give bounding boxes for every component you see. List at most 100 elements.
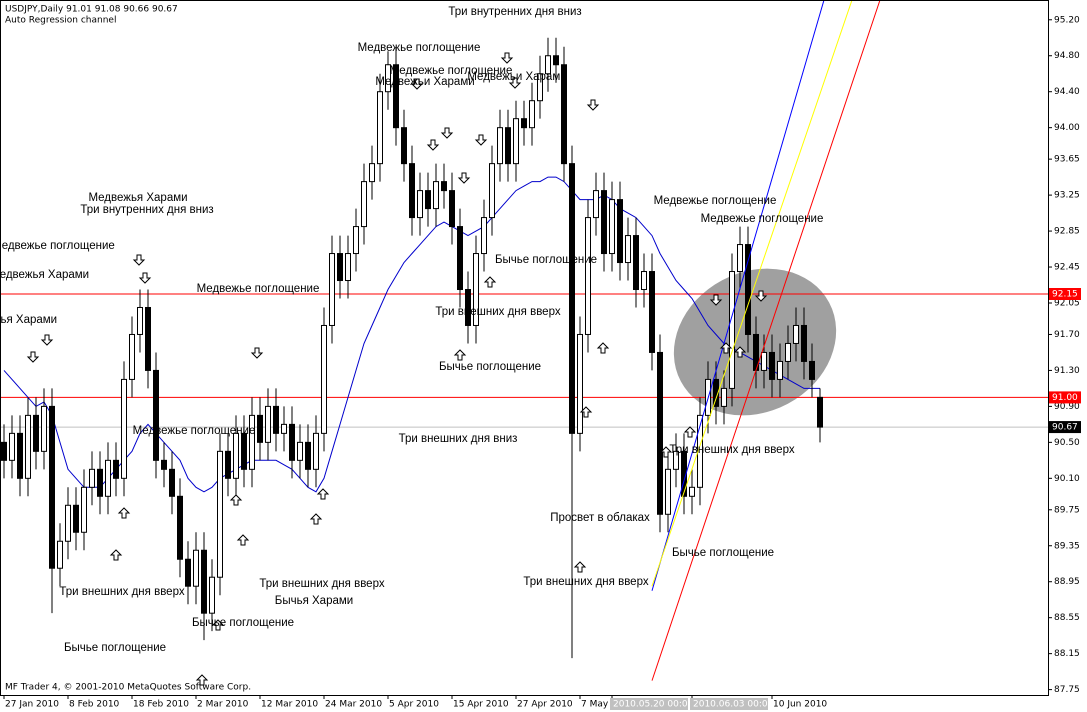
footer: MF Trader 4, © 2001-2010 MetaQuotes Soft… — [5, 683, 251, 693]
pattern-label: Три внутренних дня вниз — [448, 6, 581, 18]
arrow-up — [229, 494, 243, 506]
pattern-label: Бычья Харами — [275, 595, 353, 607]
candle-body — [289, 423, 295, 461]
cursor-label: 2010.05.20 00:00 — [613, 700, 694, 710]
candle-body — [393, 64, 399, 129]
pattern-label: Медвежье поглощение — [133, 425, 256, 437]
x-tick-label: 27 Apr 2010 — [517, 700, 573, 710]
candle-body — [33, 414, 39, 452]
candle-body — [737, 244, 743, 273]
x-tick-label: 12 Mar 2010 — [261, 700, 318, 710]
candle-body — [225, 450, 231, 479]
candle-body — [145, 306, 151, 371]
candle-body — [193, 549, 199, 587]
candle-body — [665, 468, 671, 515]
candle-body — [641, 271, 647, 291]
candle-body — [793, 324, 799, 344]
candle-body — [673, 450, 679, 470]
plot-frame — [0, 0, 1049, 696]
candle-body — [729, 271, 735, 389]
y-tick-label: 94.00 — [1054, 123, 1080, 133]
candle-body — [113, 459, 119, 479]
candle-body — [649, 271, 655, 353]
price-tag — [1049, 391, 1081, 404]
candle-body — [209, 576, 215, 614]
candle-body — [409, 163, 415, 219]
x-tick-label: 18 Feb 2010 — [133, 700, 189, 710]
candle-body — [169, 468, 175, 497]
candle-body — [521, 118, 527, 129]
candle-body — [449, 190, 455, 228]
y-tick-label: 88.95 — [1054, 577, 1080, 587]
candle-body — [177, 495, 183, 560]
candle-body — [41, 405, 47, 452]
arrow-up — [195, 674, 209, 686]
candle-body — [593, 190, 599, 219]
candle-body — [233, 432, 239, 479]
y-tick-label: 92.05 — [1054, 298, 1080, 308]
y-tick-label: 93.65 — [1054, 155, 1080, 165]
x-tick-label: 5 Apr 2010 — [389, 700, 439, 710]
y-tick-label: 89.75 — [1054, 505, 1080, 515]
pattern-label: Бычье поглощение — [64, 642, 166, 654]
arrow-down — [132, 254, 146, 266]
last-price-label: 90.67 — [1052, 423, 1078, 433]
pattern-label: Медвежья Харами — [88, 192, 187, 204]
x-tick-label: 7 May 2 — [581, 700, 617, 710]
pattern-label: Медвежье поглощение — [654, 195, 777, 207]
pattern-label: Просвет в облаках — [550, 512, 650, 524]
arrow-down — [26, 351, 40, 363]
y-tick-label: 88.55 — [1054, 613, 1080, 623]
pattern-label: Бычье поглощение — [495, 254, 597, 266]
candle-body — [489, 163, 495, 219]
y-tick-label: 91.70 — [1054, 330, 1080, 340]
chart-title: USDJPY,Daily 91.01 91.08 90.66 90.67 — [5, 5, 178, 15]
arrow-up — [483, 276, 497, 288]
candle-body — [441, 181, 447, 192]
candle-body — [305, 441, 311, 470]
channel-line — [651, 0, 881, 681]
candle-body — [417, 190, 423, 219]
arrow-up — [733, 346, 747, 358]
arrow-up — [683, 426, 697, 438]
price-tag — [1049, 288, 1081, 301]
y-tick-label: 88.15 — [1054, 649, 1080, 659]
candle-body — [553, 55, 559, 66]
plot-area: Три внутренних дня вниз Медвежье поглощен… — [0, 0, 1048, 686]
y-tick-label: 93.25 — [1054, 191, 1080, 201]
cursor-label-bg — [610, 698, 688, 710]
arrow-up — [719, 342, 733, 354]
candle-body — [513, 118, 519, 165]
candle-body — [17, 432, 23, 479]
arrow-up — [109, 549, 123, 561]
candle-body — [537, 73, 543, 102]
candle-body — [129, 333, 135, 380]
arrow-up — [573, 561, 587, 573]
y-tick-label: 95.20 — [1054, 15, 1080, 25]
y-tick-label: 94.80 — [1054, 51, 1080, 61]
y-tick-label: 90.50 — [1054, 438, 1080, 448]
candle-body — [89, 468, 95, 488]
y-tick-label: 90.90 — [1054, 402, 1080, 412]
pattern-label: Три внутренних дня вниз — [80, 204, 213, 216]
candle-body — [185, 558, 191, 587]
candle-body — [1, 441, 7, 461]
candle-body — [337, 253, 343, 282]
pattern-label: Бычье поглощение — [192, 617, 294, 629]
candle-body — [105, 459, 111, 497]
x-tick-label: 24 Mar 2010 — [325, 700, 382, 710]
candle-body — [569, 163, 575, 434]
arrow-down — [40, 334, 54, 346]
arrow-down — [709, 294, 723, 306]
candle-body — [721, 387, 727, 407]
candle-body — [353, 226, 359, 255]
pattern-label: Три внешних дня вверх — [59, 586, 184, 598]
candle-body — [81, 486, 87, 533]
arrow-up — [453, 349, 467, 361]
x-tick-label: 27 Jan 2010 — [5, 700, 59, 710]
pattern-label: Медвежье поглощение — [358, 42, 481, 54]
arrow-down — [754, 290, 768, 302]
moving-average — [3, 176, 820, 493]
channel-line — [651, 0, 825, 591]
